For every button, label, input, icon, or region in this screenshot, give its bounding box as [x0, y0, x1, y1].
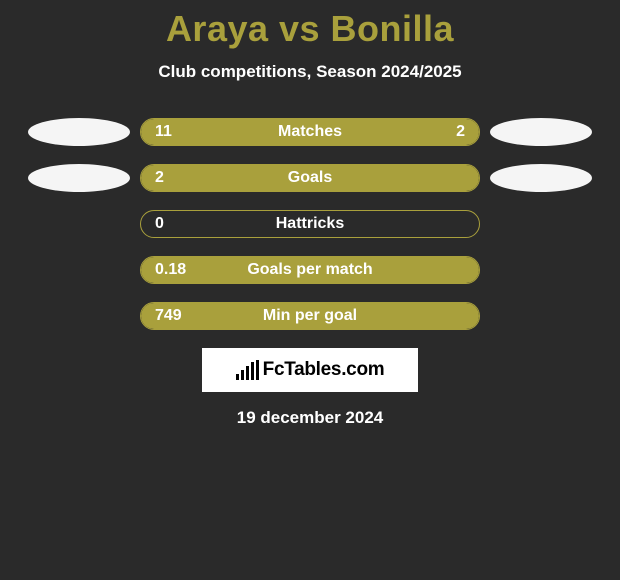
avatar-placeholder: [490, 210, 592, 238]
stat-row: 749Min per goal: [0, 302, 620, 330]
stat-bar: 2Goals: [140, 164, 480, 192]
stat-row: 0.18Goals per match: [0, 256, 620, 284]
stat-row: 2Goals: [0, 164, 620, 192]
stat-bar: 0Hattricks: [140, 210, 480, 238]
stat-label: Min per goal: [141, 303, 479, 329]
player-avatar-left: [28, 118, 130, 146]
stat-bar: 749Min per goal: [140, 302, 480, 330]
date-text: 19 december 2024: [0, 408, 620, 428]
stat-label: Goals: [141, 165, 479, 191]
subtitle: Club competitions, Season 2024/2025: [0, 62, 620, 82]
comparison-card: Araya vs Bonilla Club competitions, Seas…: [0, 0, 620, 428]
branding-text: FcTables.com: [263, 359, 385, 381]
stat-bar: 112Matches: [140, 118, 480, 146]
avatar-placeholder: [28, 210, 130, 238]
player-avatar-right: [490, 118, 592, 146]
stat-row: 0Hattricks: [0, 210, 620, 238]
stat-label: Goals per match: [141, 257, 479, 283]
avatar-placeholder: [490, 256, 592, 284]
stat-label: Hattricks: [141, 211, 479, 237]
avatar-placeholder: [28, 302, 130, 330]
stats-list: 112Matches 2Goals 0Hattricks 0.18Goals per …: [0, 118, 620, 330]
branding-bars-icon: [236, 360, 259, 380]
avatar-placeholder: [490, 302, 592, 330]
stat-row: 112Matches: [0, 118, 620, 146]
page-title: Araya vs Bonilla: [0, 8, 620, 50]
player-avatar-right: [490, 164, 592, 192]
player-avatar-left: [28, 164, 130, 192]
branding-badge: FcTables.com: [202, 348, 418, 392]
stat-bar: 0.18Goals per match: [140, 256, 480, 284]
avatar-placeholder: [28, 256, 130, 284]
stat-label: Matches: [141, 119, 479, 145]
